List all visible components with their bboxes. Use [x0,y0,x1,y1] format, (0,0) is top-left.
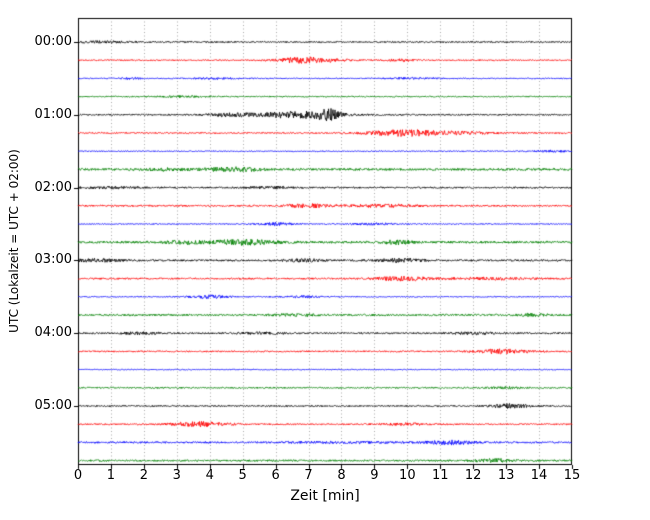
x-tick-label: 8 [337,468,346,483]
y-tick-label: 05:00 [34,398,72,413]
x-tick-label: 13 [497,468,515,483]
x-tick-label: 12 [464,468,482,483]
x-tick-label: 11 [431,468,449,483]
y-tick-label: 01:00 [34,106,72,122]
x-axis-label: Zeit [min] [290,488,360,504]
y-tick-label: 03:00 [34,252,72,268]
x-tick-label: 5 [238,468,247,483]
x-tick-label: 7 [304,468,313,483]
x-tick-label: 9 [370,468,379,483]
x-tick-label: 1 [106,468,116,483]
x-tick-label: 2 [139,468,148,483]
y-tick-label: 04:00 [34,325,72,341]
y-tick-label: 00:00 [34,34,72,49]
x-tick-label: 10 [399,468,416,483]
x-tick-label: 3 [172,468,181,483]
y-tick-label: 02:00 [34,179,72,195]
x-tick-label: 14 [530,468,548,483]
x-tick-label: 15 [563,468,581,483]
x-tick-label: 6 [271,468,280,483]
x-tick-label: 0 [73,468,83,483]
x-tick-label: 4 [205,468,214,483]
y-axis-label: UTC (Lokalzeit = UTC + 02:00) [7,149,21,333]
